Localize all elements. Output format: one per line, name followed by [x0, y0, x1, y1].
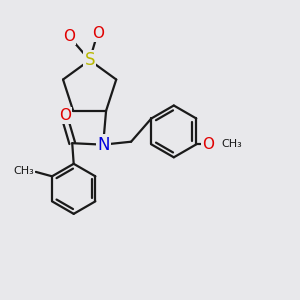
Text: O: O [92, 26, 104, 41]
Text: O: O [63, 29, 75, 44]
Text: CH₃: CH₃ [14, 166, 34, 176]
Text: N: N [97, 136, 110, 154]
Text: O: O [202, 137, 214, 152]
Text: CH₃: CH₃ [222, 140, 242, 149]
Text: O: O [59, 108, 71, 123]
Text: S: S [84, 51, 95, 69]
